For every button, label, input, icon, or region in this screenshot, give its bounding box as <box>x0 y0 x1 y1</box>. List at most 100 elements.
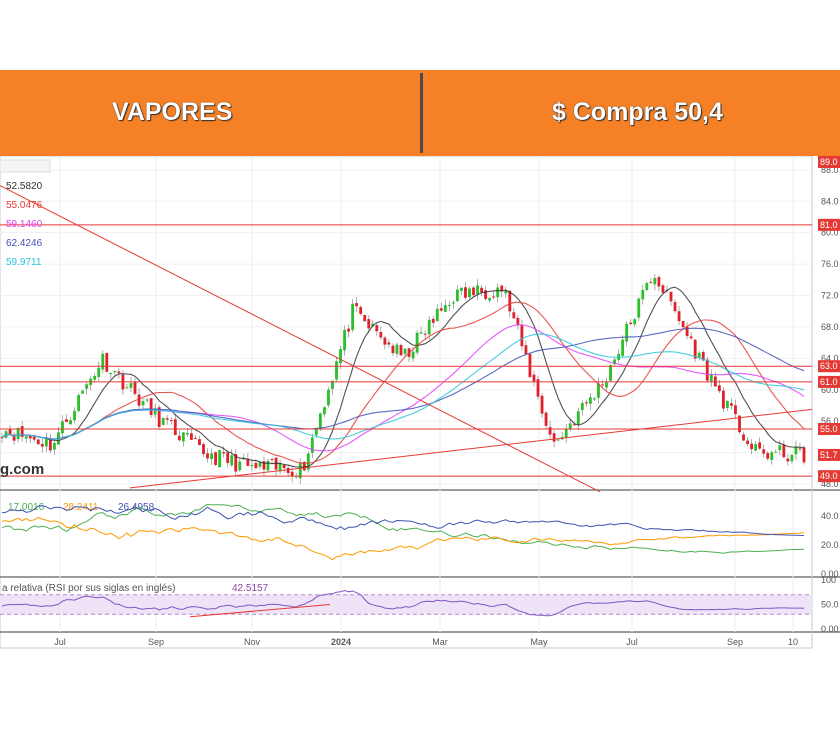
rsi-band <box>0 594 812 615</box>
candle-body <box>641 289 645 300</box>
candle-body <box>117 371 121 373</box>
candle-body <box>16 427 20 440</box>
candle-body <box>508 290 512 312</box>
x-tick-label: May <box>530 637 548 647</box>
candle-body <box>32 436 36 440</box>
candle-body <box>705 359 709 381</box>
candle-body <box>750 443 754 450</box>
candle-body <box>657 277 661 287</box>
candle-body <box>762 449 766 454</box>
price-tick-label: 60.0 <box>821 385 839 395</box>
candle-body <box>44 439 48 447</box>
rsi-value: 42.5157 <box>232 583 269 594</box>
candle-body <box>347 328 351 332</box>
candle-body <box>149 398 153 416</box>
chart-svg[interactable]: 52.5820 55.0476 59.1460 62.4246 59.9711 g.com… <box>0 156 840 651</box>
candle-body <box>701 352 705 361</box>
candle-body <box>588 397 592 404</box>
rsi-tick-label: 0.00 <box>821 624 839 634</box>
candle-body <box>48 439 52 451</box>
candle-body <box>403 348 407 354</box>
candle-body <box>262 461 266 470</box>
candle-body <box>681 321 685 328</box>
candle-body <box>593 398 596 400</box>
candle-body <box>520 325 524 347</box>
rsi-label: a relativa (RSI por sus siglas en inglés… <box>2 583 175 594</box>
candle-body <box>206 453 209 459</box>
candle-body <box>758 442 762 449</box>
candle-body <box>685 326 689 336</box>
candle-body <box>310 437 314 453</box>
candle-body <box>782 444 786 458</box>
candle-body <box>61 421 64 434</box>
price-tag-label: 63.0 <box>820 361 838 371</box>
candle-body <box>742 434 745 441</box>
candle-body <box>298 462 302 479</box>
candle-body <box>8 429 12 435</box>
candle-body <box>218 450 222 468</box>
x-tick-label: Sep <box>148 637 164 647</box>
candle-body <box>637 298 641 318</box>
chart-area[interactable]: 52.5820 55.0476 59.1460 62.4246 59.9711 g.com… <box>0 156 840 651</box>
candle-body <box>85 384 89 389</box>
x-tick-label: Jul <box>54 637 66 647</box>
candle-body <box>504 290 508 294</box>
watermark-text: g.com <box>0 461 44 478</box>
candle-body <box>391 345 395 354</box>
candle-body <box>314 427 318 436</box>
candle-body <box>677 311 681 322</box>
ma-legend-value: 59.9711 <box>6 257 42 268</box>
candle-body <box>492 296 496 298</box>
candle-body <box>286 467 290 474</box>
moving-average-line <box>1 333 805 440</box>
candle-body <box>24 436 28 439</box>
candle-body <box>343 329 346 351</box>
candle-body <box>532 374 536 382</box>
candle-body <box>734 405 737 415</box>
candle-body <box>185 433 189 435</box>
candle-body <box>786 458 790 462</box>
price-tag-label: 49.0 <box>820 471 838 481</box>
candle-body <box>794 446 798 455</box>
candle-body <box>93 375 97 380</box>
candle-body <box>580 402 584 411</box>
candle-body <box>451 302 455 304</box>
x-tick-label: Sep <box>727 637 743 647</box>
candle-body <box>383 337 387 345</box>
candle-body <box>198 439 201 446</box>
rsi-line <box>1 589 805 617</box>
candle-body <box>746 440 749 445</box>
candle-body <box>181 432 185 442</box>
candle-body <box>230 455 234 466</box>
candle-body <box>556 439 560 441</box>
candle-body <box>597 383 600 398</box>
candle-body <box>621 339 625 356</box>
candle-body <box>512 312 516 319</box>
candle-body <box>379 332 383 338</box>
candle-body <box>419 332 423 334</box>
ticker-title: VAPORES <box>112 98 233 126</box>
candle-body <box>65 419 68 423</box>
price-tick-label: 80.0 <box>821 228 839 238</box>
candle-body <box>415 332 419 353</box>
candle-body <box>693 339 697 359</box>
candle-body <box>790 454 794 462</box>
candle-body <box>363 314 367 322</box>
price-tick-label: 72.0 <box>821 291 839 301</box>
candle-body <box>234 454 238 472</box>
price-tag-label: 61.0 <box>820 377 838 387</box>
moving-average-line <box>1 327 805 440</box>
candle-body <box>802 447 806 463</box>
candle-body <box>774 451 778 453</box>
candle-body <box>282 464 286 469</box>
candle-body <box>770 452 774 460</box>
price-tag <box>818 448 840 461</box>
candle-body <box>109 373 113 375</box>
candle-body <box>73 410 76 421</box>
candle-body <box>36 439 40 445</box>
candle-body <box>689 336 693 339</box>
candle-body <box>254 462 258 469</box>
price-tick-label: 76.0 <box>821 259 839 269</box>
price-tag <box>818 156 840 168</box>
candle-body <box>552 433 556 442</box>
